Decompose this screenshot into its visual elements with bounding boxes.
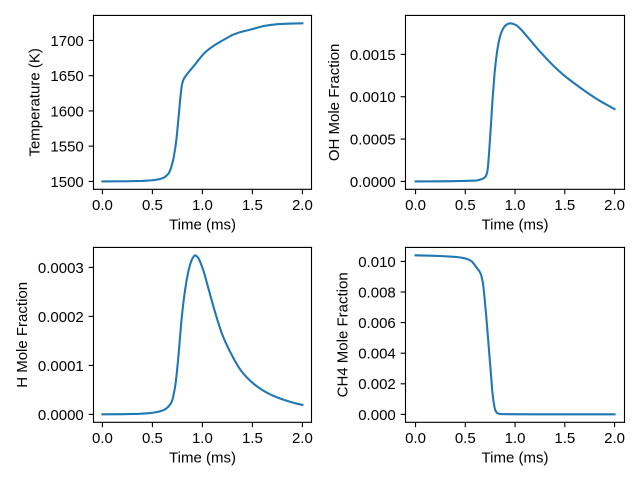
svg-text:1500: 1500 xyxy=(50,174,83,191)
svg-text:0.006: 0.006 xyxy=(358,315,396,332)
svg-text:0.0000: 0.0000 xyxy=(350,174,396,191)
svg-text:0.008: 0.008 xyxy=(358,284,396,301)
svg-text:1.0: 1.0 xyxy=(192,197,213,214)
svg-text:0.0005: 0.0005 xyxy=(350,132,396,149)
svg-text:1.0: 1.0 xyxy=(192,430,213,447)
svg-text:0.0015: 0.0015 xyxy=(350,47,396,64)
svg-text:1650: 1650 xyxy=(50,68,83,85)
svg-text:1.5: 1.5 xyxy=(554,430,575,447)
svg-text:0.0002: 0.0002 xyxy=(38,309,84,326)
svg-text:0.5: 0.5 xyxy=(455,430,476,447)
svg-text:0.0003: 0.0003 xyxy=(38,260,84,277)
svg-text:OH Mole Fraction: OH Mole Fraction xyxy=(326,44,343,162)
svg-text:2.0: 2.0 xyxy=(604,430,625,447)
svg-text:CH4 Mole Fraction: CH4 Mole Fraction xyxy=(334,272,351,397)
svg-text:0.0: 0.0 xyxy=(92,430,113,447)
svg-text:0.002: 0.002 xyxy=(358,376,396,393)
svg-text:1550: 1550 xyxy=(50,139,83,156)
svg-text:0.0: 0.0 xyxy=(405,197,426,214)
svg-text:0.0001: 0.0001 xyxy=(38,358,84,375)
svg-text:0.010: 0.010 xyxy=(358,254,396,271)
svg-text:0.004: 0.004 xyxy=(358,346,396,363)
svg-text:2.0: 2.0 xyxy=(292,197,313,214)
svg-text:0.0010: 0.0010 xyxy=(350,89,396,106)
svg-text:0.5: 0.5 xyxy=(455,197,476,214)
svg-text:1.5: 1.5 xyxy=(242,430,263,447)
svg-text:1.0: 1.0 xyxy=(505,430,526,447)
svg-text:Time (ms): Time (ms) xyxy=(169,449,236,466)
svg-text:0.000: 0.000 xyxy=(358,407,396,424)
svg-text:H Mole Fraction: H Mole Fraction xyxy=(14,282,31,388)
svg-text:1700: 1700 xyxy=(50,33,83,50)
svg-text:1600: 1600 xyxy=(50,103,83,120)
svg-text:0.5: 0.5 xyxy=(142,430,163,447)
svg-text:Time (ms): Time (ms) xyxy=(482,216,549,233)
svg-text:Temperature (K): Temperature (K) xyxy=(27,48,44,156)
svg-text:0.5: 0.5 xyxy=(142,197,163,214)
svg-text:0.0: 0.0 xyxy=(405,430,426,447)
svg-text:0.0: 0.0 xyxy=(92,197,113,214)
svg-text:Time (ms): Time (ms) xyxy=(169,216,236,233)
svg-text:0.0000: 0.0000 xyxy=(38,407,84,424)
svg-text:1.0: 1.0 xyxy=(505,197,526,214)
svg-text:1.5: 1.5 xyxy=(554,197,575,214)
svg-text:1.5: 1.5 xyxy=(242,197,263,214)
svg-text:2.0: 2.0 xyxy=(604,197,625,214)
svg-text:Time (ms): Time (ms) xyxy=(482,449,549,466)
svg-text:2.0: 2.0 xyxy=(292,430,313,447)
